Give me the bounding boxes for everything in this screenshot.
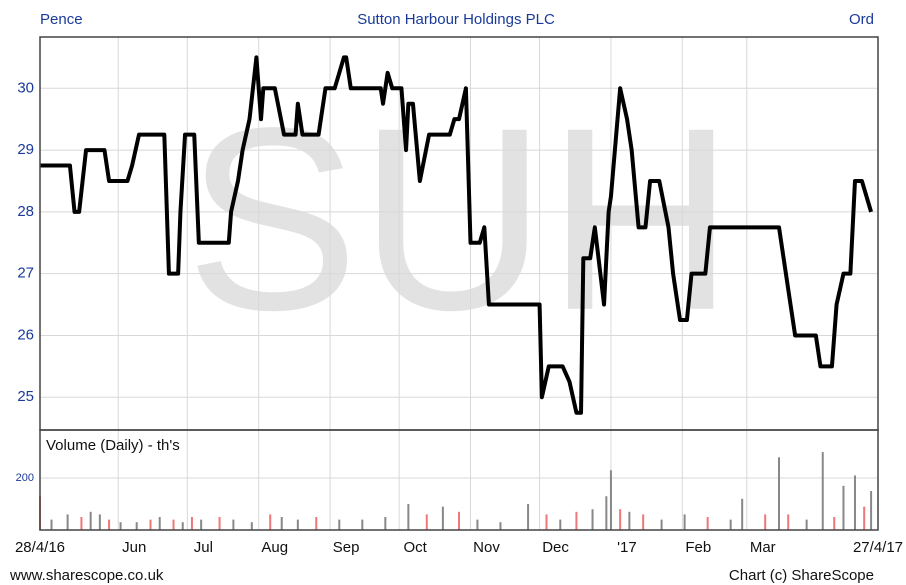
volume-bar — [870, 491, 873, 530]
volume-bar — [296, 519, 299, 530]
volume-bar — [280, 517, 283, 530]
volume-bar — [842, 485, 845, 530]
volume-frame — [39, 429, 879, 531]
volume-bar — [778, 457, 781, 530]
volume-bar — [190, 517, 193, 530]
volume-bar — [425, 514, 428, 530]
volume-bar — [609, 470, 612, 530]
volume-bar — [605, 496, 608, 530]
volume-bar — [458, 511, 460, 530]
volume-bar — [98, 514, 101, 530]
x-tick-label: Nov — [473, 539, 500, 556]
volume-bar — [338, 519, 341, 530]
volume-bar — [158, 517, 161, 530]
x-tick-label: Sep — [333, 539, 360, 556]
x-tick-label: Feb — [685, 539, 711, 556]
volume-bar — [250, 522, 253, 530]
volume-bar — [50, 519, 53, 530]
y-tick-label: 28 — [17, 203, 34, 220]
volume-bar — [149, 519, 152, 530]
volume-bar — [89, 511, 92, 530]
y-tick-label: 30 — [17, 79, 34, 96]
volume-label: Volume (Daily) - th's — [46, 437, 180, 454]
volume-bar — [384, 517, 387, 530]
x-tick-label: Oct — [403, 539, 427, 556]
volume-bar — [172, 519, 175, 530]
volume-tick-label: 200 — [16, 472, 34, 484]
x-tick-label: '17 — [617, 539, 637, 556]
y-tick-label: 29 — [17, 141, 34, 158]
x-tick-label: Mar — [750, 539, 776, 556]
volume-bar — [628, 511, 631, 530]
volume-bar — [361, 519, 364, 530]
x-tick-label: Jul — [194, 539, 213, 556]
y-tick-label: 26 — [17, 326, 34, 343]
volume-bar — [642, 514, 645, 530]
y-tick-label: 27 — [17, 265, 34, 282]
x-tick-label: Aug — [261, 539, 288, 556]
volume-bar — [80, 517, 83, 530]
volume-bar — [407, 504, 410, 530]
volume-bar — [591, 509, 594, 530]
volume-bar — [821, 452, 824, 530]
volume-bar — [764, 514, 767, 530]
volume-bar — [706, 517, 709, 530]
volume-bar — [853, 475, 856, 530]
volume-bar — [741, 498, 744, 530]
volume-bar — [660, 519, 663, 530]
x-tick-label: Dec — [542, 539, 569, 556]
volume-bar — [619, 509, 622, 530]
volume-bar — [729, 519, 732, 530]
volume-bar — [833, 517, 836, 530]
volume-bar — [181, 522, 184, 530]
share-class: Ord — [849, 11, 874, 28]
volume-bar — [108, 519, 111, 530]
x-tick-label: 28/4/16 — [15, 539, 65, 556]
volume-bar — [218, 517, 221, 530]
volume-bar — [499, 522, 502, 530]
volume-bar — [559, 519, 562, 530]
volume-bar — [119, 522, 122, 530]
volume-bar — [66, 514, 69, 530]
volume-bar — [476, 519, 479, 530]
footer-left: www.sharescope.co.uk — [9, 567, 164, 584]
volume-bar — [315, 517, 318, 530]
x-tick-label: Jun — [122, 539, 146, 556]
y-tick-label: 25 — [17, 388, 34, 405]
footer-right: Chart (c) ShareScope — [729, 567, 874, 584]
volume-bar — [863, 506, 866, 530]
volume-bar — [232, 519, 235, 530]
y-axis-label: Pence — [40, 11, 83, 28]
volume-bar — [683, 514, 686, 530]
chart-title: Sutton Harbour Holdings PLC — [357, 11, 555, 28]
volume-bar — [805, 519, 808, 530]
volume-bar — [135, 522, 138, 530]
volume-bar — [200, 519, 203, 530]
volume-bar — [441, 506, 444, 530]
price-line — [40, 55, 874, 415]
volume-bar — [527, 504, 530, 530]
volume-bar — [269, 514, 272, 530]
watermark: SUH — [186, 75, 735, 365]
x-tick-label: 27/4/17 — [853, 539, 903, 556]
volume-bar — [545, 514, 548, 530]
volume-bar — [575, 511, 578, 530]
volume-bar — [787, 514, 790, 530]
